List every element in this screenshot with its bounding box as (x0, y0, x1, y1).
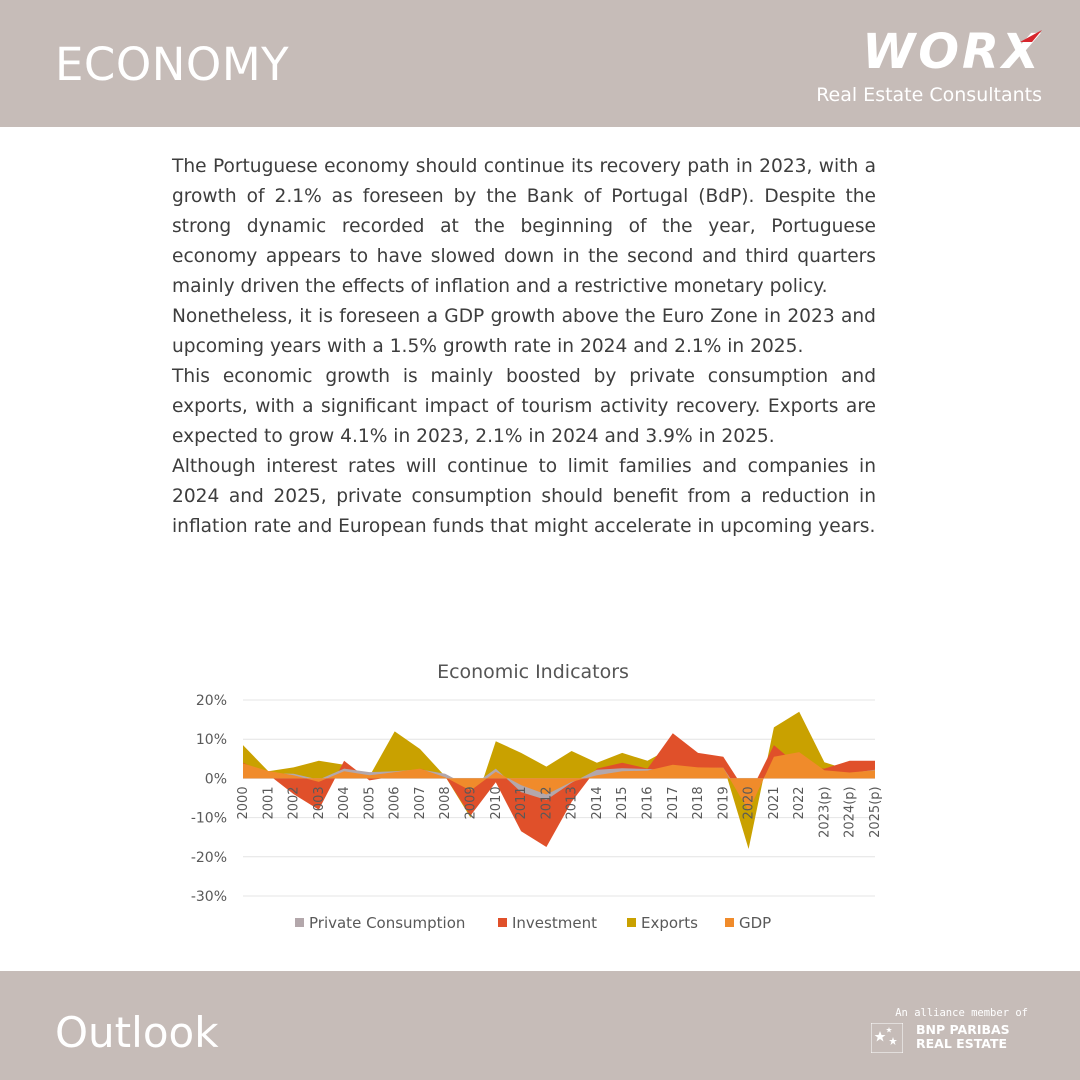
x-tick-label-5: 2005 (362, 786, 377, 819)
footer-title: Outlook (55, 1008, 219, 1057)
page-title: ECONOMY (55, 38, 290, 91)
x-tick-label-1: 2001 (261, 786, 276, 819)
alliance-name: BNP PARIBAS REAL ESTATE (916, 1023, 1028, 1051)
legend-label-investment: Investment (512, 914, 597, 932)
x-tick-label-10: 2010 (489, 786, 504, 819)
series-areas (243, 711, 875, 849)
x-tick-label-7: 2007 (413, 786, 428, 819)
x-tick-label-24: 2024(p) (843, 786, 858, 837)
paragraph-3: This economic growth is mainly boosted b… (172, 366, 876, 447)
x-tick-label-16: 2016 (641, 786, 656, 819)
x-tick-label-0: 2000 (236, 786, 251, 819)
area-exports (243, 711, 875, 849)
x-tick-label-18: 2018 (691, 786, 706, 819)
legend-label-gdp: GDP (739, 914, 771, 932)
article-body: The Portuguese economy should continue i… (172, 152, 876, 542)
x-tick-label-22: 2022 (792, 786, 807, 819)
x-tick-label-9: 2009 (464, 786, 479, 819)
legend-swatch-exports (627, 918, 636, 927)
legend-swatch-private-consumption (295, 918, 304, 927)
worx-logo: WORX Real Estate Consultants (816, 24, 1042, 108)
x-tick-label-14: 2014 (590, 786, 605, 819)
x-tick-label-8: 2008 (438, 786, 453, 819)
y-tick-label-4: -20% (191, 850, 227, 866)
alliance-line: An alliance member of (895, 1007, 1028, 1019)
paragraph-2: Nonetheless, it is foreseen a GDP growth… (172, 306, 876, 357)
area-gdp (243, 752, 875, 811)
y-tick-label-3: -10% (191, 811, 227, 827)
x-tick-label-21: 2021 (767, 786, 782, 819)
y-axis-ticks: 20% 10% 0% -10% -20% -30% (191, 693, 227, 905)
legend-swatch-investment (498, 918, 507, 927)
alliance-name-line-2: REAL ESTATE (916, 1036, 1008, 1051)
stars-cross-icon (871, 1023, 903, 1053)
x-axis-ticks: 2000 2001 2002 2003 2004 2005 2006 2007 2008 2009… (236, 786, 883, 838)
y-tick-label-1: 10% (196, 732, 227, 748)
x-tick-label-13: 2013 (565, 786, 580, 819)
x-tick-label-17: 2017 (666, 786, 681, 819)
paragraph-4: Although interest rates will continue to… (172, 456, 876, 537)
paragraph-1: The Portuguese economy should continue i… (172, 156, 876, 297)
y-tick-label-5: -30% (191, 889, 227, 905)
x-tick-label-25: 2025(p) (868, 786, 883, 837)
red-swoosh-icon (1020, 30, 1042, 42)
x-tick-label-4: 2004 (337, 786, 352, 819)
alliance-badge: An alliance member of BNP PARIBAS REAL E… (868, 1007, 1028, 1057)
x-tick-label-2: 2002 (287, 786, 302, 819)
legend-swatch-gdp (725, 918, 734, 927)
legend-label-private-consumption: Private Consumption (309, 914, 465, 932)
x-tick-label-6: 2006 (388, 786, 403, 819)
economic-indicators-chart: Economic Indicators 20% 10% 0% -10% -20% -30%… (191, 661, 883, 932)
x-tick-label-12: 2012 (539, 786, 554, 819)
x-tick-label-23: 2023(p) (817, 786, 832, 837)
y-tick-label-2: 0% (205, 771, 227, 787)
x-tick-label-11: 2011 (514, 786, 529, 819)
x-tick-label-19: 2019 (716, 786, 731, 819)
legend-label-exports: Exports (641, 914, 698, 932)
logo-wordmark: WORX (862, 24, 1042, 80)
x-tick-label-20: 2020 (742, 786, 757, 819)
header-band (0, 0, 1080, 127)
y-tick-label-0: 20% (196, 693, 227, 709)
chart-legend: Private Consumption Investment Exports GDP (295, 914, 771, 932)
x-tick-label-3: 2003 (312, 786, 327, 819)
alliance-name-line-1: BNP PARIBAS (916, 1022, 1010, 1037)
chart-title: Economic Indicators (437, 661, 629, 683)
footer-band (0, 971, 1080, 1080)
x-tick-label-15: 2015 (615, 786, 630, 819)
logo-subtitle: Real Estate Consultants (816, 84, 1042, 106)
